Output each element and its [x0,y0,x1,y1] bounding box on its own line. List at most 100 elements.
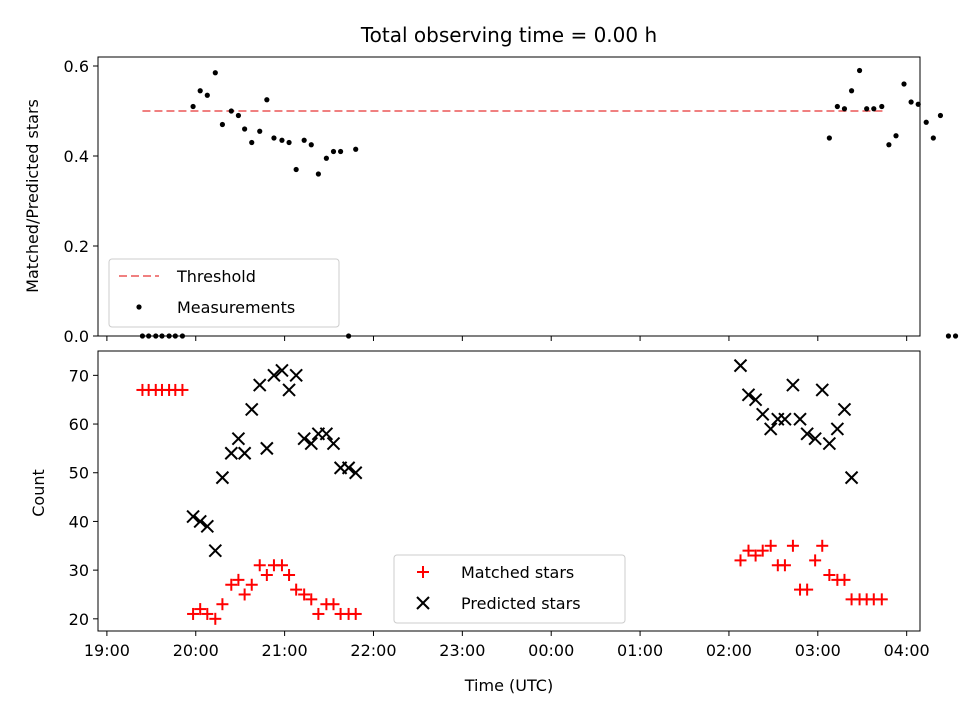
ratio-y-axis-label: Matched/Predicted stars [23,99,42,293]
count-y-tick-label: 70 [69,366,89,385]
ratio-y-tick-label: 0.2 [64,237,89,256]
matched-star-point [875,593,888,606]
measurement-point [204,92,210,98]
measurement-point [338,148,344,155]
measurement-point [323,155,329,161]
matched-star-point [232,573,245,586]
matched-star-point [838,573,851,586]
predicted-legend-label: Predicted stars [461,594,581,613]
x-tick-label: 03:00 [795,641,841,660]
x-tick-label: 02:00 [706,641,752,660]
predicted-star-point [319,427,334,441]
x-axis-label: Time (UTC) [464,676,553,695]
count-panel: 20 30 40 50 60 70 19:00 20:00 21:00 22:00 23:00 00… [29,350,930,695]
measurement-point [212,70,218,76]
ratio-y-tick-label: 0.0 [64,327,89,346]
predicted-star-point [808,431,822,446]
matched-star-point [201,607,214,620]
x-tick-label: 04:00 [884,641,930,660]
x-tick-label: 21:00 [262,641,308,660]
predicted-star-point [341,461,356,475]
matched-star-point [809,554,822,567]
predicted-star-point [186,509,200,524]
matched-star-point [305,593,318,606]
predicted-star-point [830,422,845,436]
measurement-point [923,119,929,125]
matched-star-point [312,607,325,620]
count-legend: Matched stars Predicted stars [393,554,626,624]
ratio-plot-frame [97,56,921,337]
measurement-point [952,333,959,339]
measurements-legend-label: Measurements [177,298,295,317]
measurement-point [197,88,203,94]
matched-star-point [283,569,296,581]
matched-star-point [778,559,791,572]
measurement-point [228,108,234,114]
measurement-point [893,133,899,139]
matched-star-point [823,569,836,581]
matched-star-point [749,549,762,562]
ratio-legend: Threshold Measurements [108,258,340,328]
matched-star-point [238,588,251,601]
x-tick-label: 23:00 [439,641,485,660]
predicted-star-point [778,412,792,426]
x-tick-label: 00:00 [528,641,574,660]
predicted-legend-swatch [416,596,430,610]
ratio-y-tick-label: 0.6 [64,57,89,76]
ratio-x-ticks [106,336,908,341]
measurement-point [353,146,359,152]
measurement-point [848,88,855,94]
predicted-star-point [267,368,281,383]
matched-star-point [187,607,200,620]
matched-star-point [225,578,238,591]
matched-star-point [327,598,340,611]
measurement-point [242,126,248,132]
predicted-star-point [231,431,246,446]
ratio-y-ticks: 0.0 0.2 0.4 0.6 [64,57,98,346]
matched-star-point [194,603,207,616]
predicted-star-point [786,378,800,392]
matched-star-point [756,544,769,557]
matched-legend-swatch [417,566,429,578]
predicted-star-point [224,446,239,460]
count-legend-box [393,554,626,624]
measurement-point [264,97,270,103]
measurement-point [834,103,840,110]
matched-star-point [816,539,829,552]
matched-star-point [734,554,747,567]
predicted-star-point [733,358,748,373]
predicted-star-point [326,436,341,451]
predicted-star-point [297,431,311,446]
matched-star-point [298,588,311,601]
measurement-point [257,128,263,134]
measurement-point [190,103,196,110]
measurement-point [279,137,285,143]
measurement-point [235,112,242,119]
x-tick-label: 20:00 [173,641,219,660]
measurement-point [908,99,914,105]
x-tick-label: 22:00 [350,641,396,660]
measurement-point [330,148,337,155]
measurement-point [856,67,863,74]
ratio-y-tick-label: 0.4 [64,147,89,166]
count-plot-frame [97,350,921,632]
chart-title: Total observing time = 0.00 h [360,23,657,47]
count-x-ticks: 19:00 20:00 21:00 22:00 23:00 00:00 01:00 02:00… [84,631,930,660]
measurement-point [886,142,892,148]
measurement-point [826,135,832,141]
x-tick-label: 01:00 [617,641,663,660]
ratio-legend-box [108,258,340,328]
count-y-axis-label: Count [29,469,48,517]
predicted-star-point [793,412,807,426]
measurement-point [315,171,321,177]
predicted-star-point [741,388,756,402]
x-tick-label: 19:00 [84,641,130,660]
count-y-tick-label: 50 [69,464,89,483]
measurement-point [308,142,314,148]
matched-star-point [260,569,273,581]
matched-legend-label: Matched stars [461,563,574,582]
measurement-point [901,81,907,87]
measurement-point [286,139,292,146]
matched-star-point [786,539,799,552]
